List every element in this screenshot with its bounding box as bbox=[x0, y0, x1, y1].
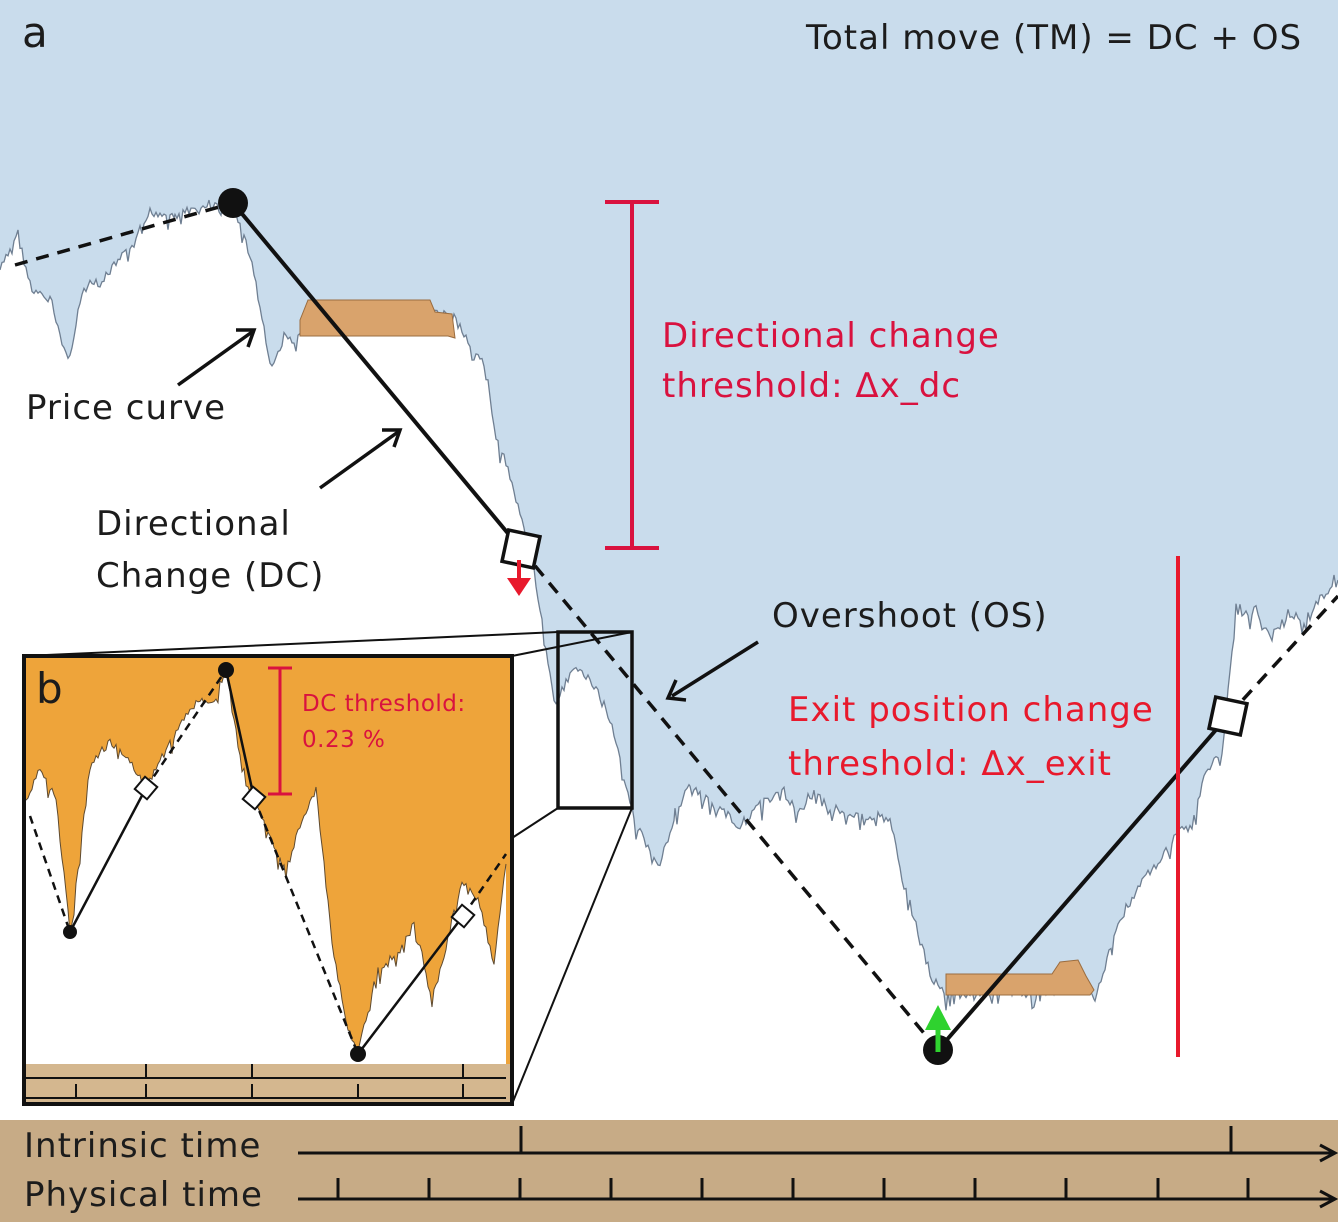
total-move-formula: Total move (TM) = DC + OS bbox=[806, 18, 1303, 58]
inset-dc-3 bbox=[357, 915, 464, 1055]
exit-threshold-label-line2: threshold: Δx_exit bbox=[788, 744, 1112, 784]
inset-border bbox=[22, 654, 514, 1106]
inset-dc-2 bbox=[224, 669, 256, 799]
overshoot-label: Overshoot (OS) bbox=[772, 596, 1048, 636]
inset-dc-marker bbox=[133, 775, 159, 801]
inset-threshold-label-line1: DC threshold: bbox=[302, 691, 466, 717]
inset-panel-b bbox=[22, 654, 514, 1106]
dc-event-marker-up bbox=[1206, 694, 1250, 738]
inset-price-curve bbox=[25, 665, 507, 1053]
inset-dc-marker bbox=[241, 785, 267, 811]
dc-label-line1: Directional bbox=[96, 504, 291, 544]
physical-time-label: Physical time bbox=[24, 1175, 263, 1215]
exit-threshold-label-line1: Exit position change bbox=[788, 690, 1154, 730]
inset-dc-1 bbox=[68, 787, 148, 933]
zoom-connectors bbox=[23, 631, 633, 1105]
inset-dashed-4 bbox=[461, 853, 508, 917]
dc-threshold-label-line2: threshold: Δx_dc bbox=[662, 366, 962, 406]
time-bar-background bbox=[0, 1120, 1338, 1222]
down-arrow-icon bbox=[507, 578, 531, 596]
zoom-source-box bbox=[556, 630, 634, 810]
inset-dc-marker bbox=[450, 903, 476, 929]
panel-a-letter: a bbox=[22, 8, 48, 57]
dashed-trend-start bbox=[14, 201, 234, 267]
inset-extremum bbox=[63, 925, 77, 939]
price-curve-label: Price curve bbox=[26, 388, 227, 428]
dc-down-line bbox=[231, 201, 523, 551]
inset-threshold-label-line2: 0.23 % bbox=[302, 727, 386, 753]
panel-b-letter: b bbox=[36, 664, 63, 713]
dc-label-line2: Change (DC) bbox=[96, 556, 325, 596]
up-arrow-icon bbox=[925, 1005, 951, 1030]
inset-dashed-2 bbox=[144, 669, 228, 789]
inset-extremum bbox=[350, 1046, 366, 1062]
intrinsic-time-label: Intrinsic time bbox=[24, 1126, 262, 1166]
peak-point bbox=[218, 188, 248, 218]
overshoot-fill-bottom bbox=[945, 959, 1095, 996]
inset-extremum bbox=[218, 662, 234, 678]
pointer-arrows bbox=[176, 328, 759, 702]
time-bar bbox=[0, 1120, 1338, 1222]
inset-dashed-1 bbox=[28, 815, 72, 933]
overshoot-fill-top bbox=[299, 299, 456, 339]
physical-time-ticks bbox=[336, 1178, 1250, 1199]
inset-dashed-3 bbox=[252, 797, 360, 1055]
dashed-trend-end bbox=[1226, 594, 1338, 718]
dc-threshold-label-line1: Directional change bbox=[662, 316, 1000, 356]
